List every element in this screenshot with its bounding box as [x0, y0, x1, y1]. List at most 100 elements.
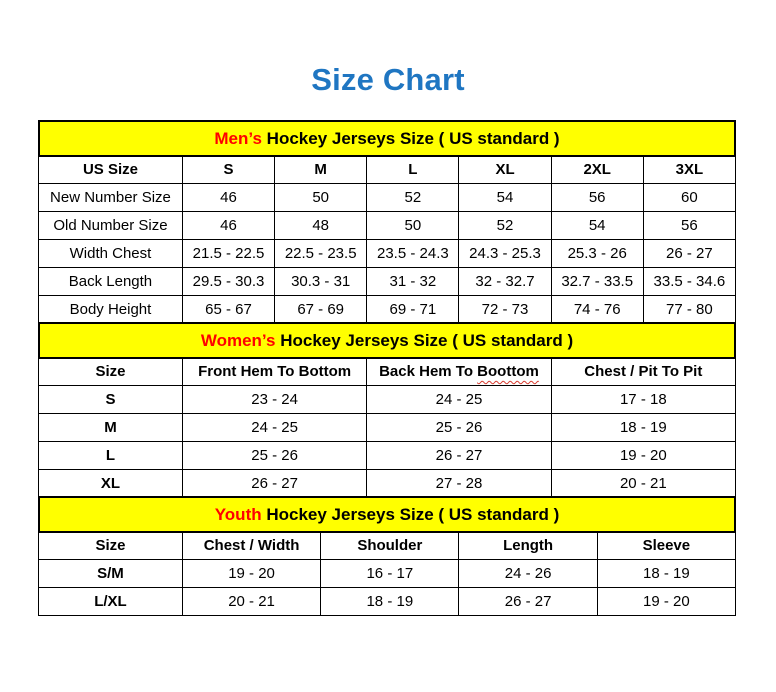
table-row: Old Number Size 46 48 50 52 54 56 — [38, 211, 737, 240]
column-header: Back Hem To Boottom — [366, 357, 552, 386]
size-value-cell: 25 - 26 — [181, 441, 368, 470]
size-chart-page: Size Chart Men’s Hockey Jerseys Size ( U… — [38, 62, 737, 616]
table-row: S 23 - 24 24 - 25 17 - 18 — [38, 385, 737, 414]
size-value-cell: 69 - 71 — [366, 295, 460, 324]
size-value-cell: 48 — [274, 211, 368, 240]
size-value-cell: 65 - 67 — [181, 295, 276, 324]
youth-section-header: Youth Hockey Jerseys Size ( US standard … — [38, 496, 736, 533]
size-value-cell: 25 - 26 — [366, 413, 552, 442]
size-value-cell: 52 — [366, 183, 460, 212]
size-value-cell: 26 - 27 — [181, 469, 368, 498]
row-label: Body Height — [38, 295, 183, 324]
size-value-cell: 26 - 27 — [366, 441, 552, 470]
column-header-text: Back Hem To — [379, 363, 473, 380]
size-value-cell: 54 — [458, 183, 552, 212]
size-value-cell: 17 - 18 — [550, 385, 737, 414]
size-value-cell: 24 - 25 — [181, 413, 368, 442]
column-header: Front Hem To Bottom — [181, 357, 368, 386]
size-value-cell: 33.5 - 34.6 — [642, 267, 737, 296]
womens-section-header: Women’s Hockey Jerseys Size ( US standar… — [38, 322, 736, 359]
size-value-cell: 29.5 - 30.3 — [181, 267, 276, 296]
womens-section-title-rest: Hockey Jerseys Size ( US standard ) — [280, 331, 574, 350]
size-value-cell: 21.5 - 22.5 — [181, 239, 276, 268]
womens-size-table: Size Front Hem To Bottom Back Hem To Boo… — [38, 357, 737, 498]
row-label: L/XL — [38, 587, 183, 616]
column-header: XL — [458, 155, 552, 184]
size-value-cell: 23 - 24 — [181, 385, 368, 414]
column-header: S — [181, 155, 276, 184]
size-value-cell: 18 - 19 — [596, 559, 737, 588]
column-header: Chest / Pit To Pit — [550, 357, 737, 386]
column-header: Size — [38, 531, 183, 560]
size-value-cell: 50 — [366, 211, 460, 240]
row-label: XL — [38, 469, 183, 498]
column-header: 2XL — [550, 155, 644, 184]
row-label: L — [38, 441, 183, 470]
table-row: S/M 19 - 20 16 - 17 24 - 26 18 - 19 — [38, 559, 737, 588]
row-label: Width Chest — [38, 239, 183, 268]
row-label: S — [38, 385, 183, 414]
column-header: Chest / Width — [181, 531, 322, 560]
size-value-cell: 72 - 73 — [458, 295, 552, 324]
column-header: L — [366, 155, 460, 184]
youth-section-title-rest: Hockey Jerseys Size ( US standard ) — [266, 505, 560, 524]
size-value-cell: 18 - 19 — [550, 413, 737, 442]
size-value-cell: 24 - 25 — [366, 385, 552, 414]
table-row: Body Height 65 - 67 67 - 69 69 - 71 72 -… — [38, 295, 737, 324]
column-header: M — [274, 155, 368, 184]
size-value-cell: 52 — [458, 211, 552, 240]
size-value-cell: 24.3 - 25.3 — [458, 239, 552, 268]
size-value-cell: 26 - 27 — [458, 587, 598, 616]
size-value-cell: 24 - 26 — [458, 559, 598, 588]
size-value-cell: 19 - 20 — [596, 587, 737, 616]
size-value-cell: 25.3 - 26 — [550, 239, 644, 268]
size-value-cell: 46 — [181, 211, 276, 240]
size-value-cell: 60 — [642, 183, 737, 212]
table-row: M 24 - 25 25 - 26 18 - 19 — [38, 413, 737, 442]
row-label: Back Length — [38, 267, 183, 296]
size-value-cell: 56 — [550, 183, 644, 212]
youth-size-table: Size Chest / Width Shoulder Length Sleev… — [38, 531, 737, 616]
size-value-cell: 26 - 27 — [642, 239, 737, 268]
size-value-cell: 20 - 21 — [181, 587, 322, 616]
size-value-cell: 74 - 76 — [550, 295, 644, 324]
youth-header-row: Size Chest / Width Shoulder Length Sleev… — [38, 531, 737, 560]
page-title: Size Chart — [311, 62, 465, 97]
size-value-cell: 22.5 - 23.5 — [274, 239, 368, 268]
table-row: L 25 - 26 26 - 27 19 - 20 — [38, 441, 737, 470]
mens-section-header: Men’s Hockey Jerseys Size ( US standard … — [38, 120, 736, 157]
column-header: Sleeve — [596, 531, 737, 560]
size-value-cell: 77 - 80 — [642, 295, 737, 324]
size-value-cell: 32 - 32.7 — [458, 267, 552, 296]
womens-header-row: Size Front Hem To Bottom Back Hem To Boo… — [38, 357, 737, 386]
size-value-cell: 32.7 - 33.5 — [550, 267, 644, 296]
size-value-cell: 18 - 19 — [320, 587, 460, 616]
womens-section-name: Women’s — [200, 331, 276, 350]
size-chart: Men’s Hockey Jerseys Size ( US standard … — [38, 120, 737, 616]
column-header: 3XL — [642, 155, 737, 184]
table-row: New Number Size 46 50 52 54 56 60 — [38, 183, 737, 212]
row-label: New Number Size — [38, 183, 183, 212]
misspelled-word-with-squiggle: Boottom — [477, 363, 539, 380]
size-value-cell: 23.5 - 24.3 — [366, 239, 460, 268]
table-row: Back Length 29.5 - 30.3 30.3 - 31 31 - 3… — [38, 267, 737, 296]
size-value-cell: 31 - 32 — [366, 267, 460, 296]
youth-section-name: Youth — [214, 505, 262, 524]
mens-section-title-rest: Hockey Jerseys Size ( US standard ) — [266, 129, 560, 148]
column-header: Shoulder — [320, 531, 460, 560]
table-row: Width Chest 21.5 - 22.5 22.5 - 23.5 23.5… — [38, 239, 737, 268]
size-value-cell: 46 — [181, 183, 276, 212]
row-label: Old Number Size — [38, 211, 183, 240]
mens-section-name: Men’s — [214, 129, 262, 148]
size-value-cell: 54 — [550, 211, 644, 240]
table-row: L/XL 20 - 21 18 - 19 26 - 27 19 - 20 — [38, 587, 737, 616]
size-value-cell: 19 - 20 — [550, 441, 737, 470]
column-header: Length — [458, 531, 598, 560]
column-header: US Size — [38, 155, 183, 184]
size-value-cell: 20 - 21 — [550, 469, 737, 498]
column-header: Size — [38, 357, 183, 386]
size-value-cell: 16 - 17 — [320, 559, 460, 588]
size-value-cell: 30.3 - 31 — [274, 267, 368, 296]
size-value-cell: 56 — [642, 211, 737, 240]
mens-size-table: US Size S M L XL 2XL 3XL New Number Size… — [38, 155, 737, 324]
